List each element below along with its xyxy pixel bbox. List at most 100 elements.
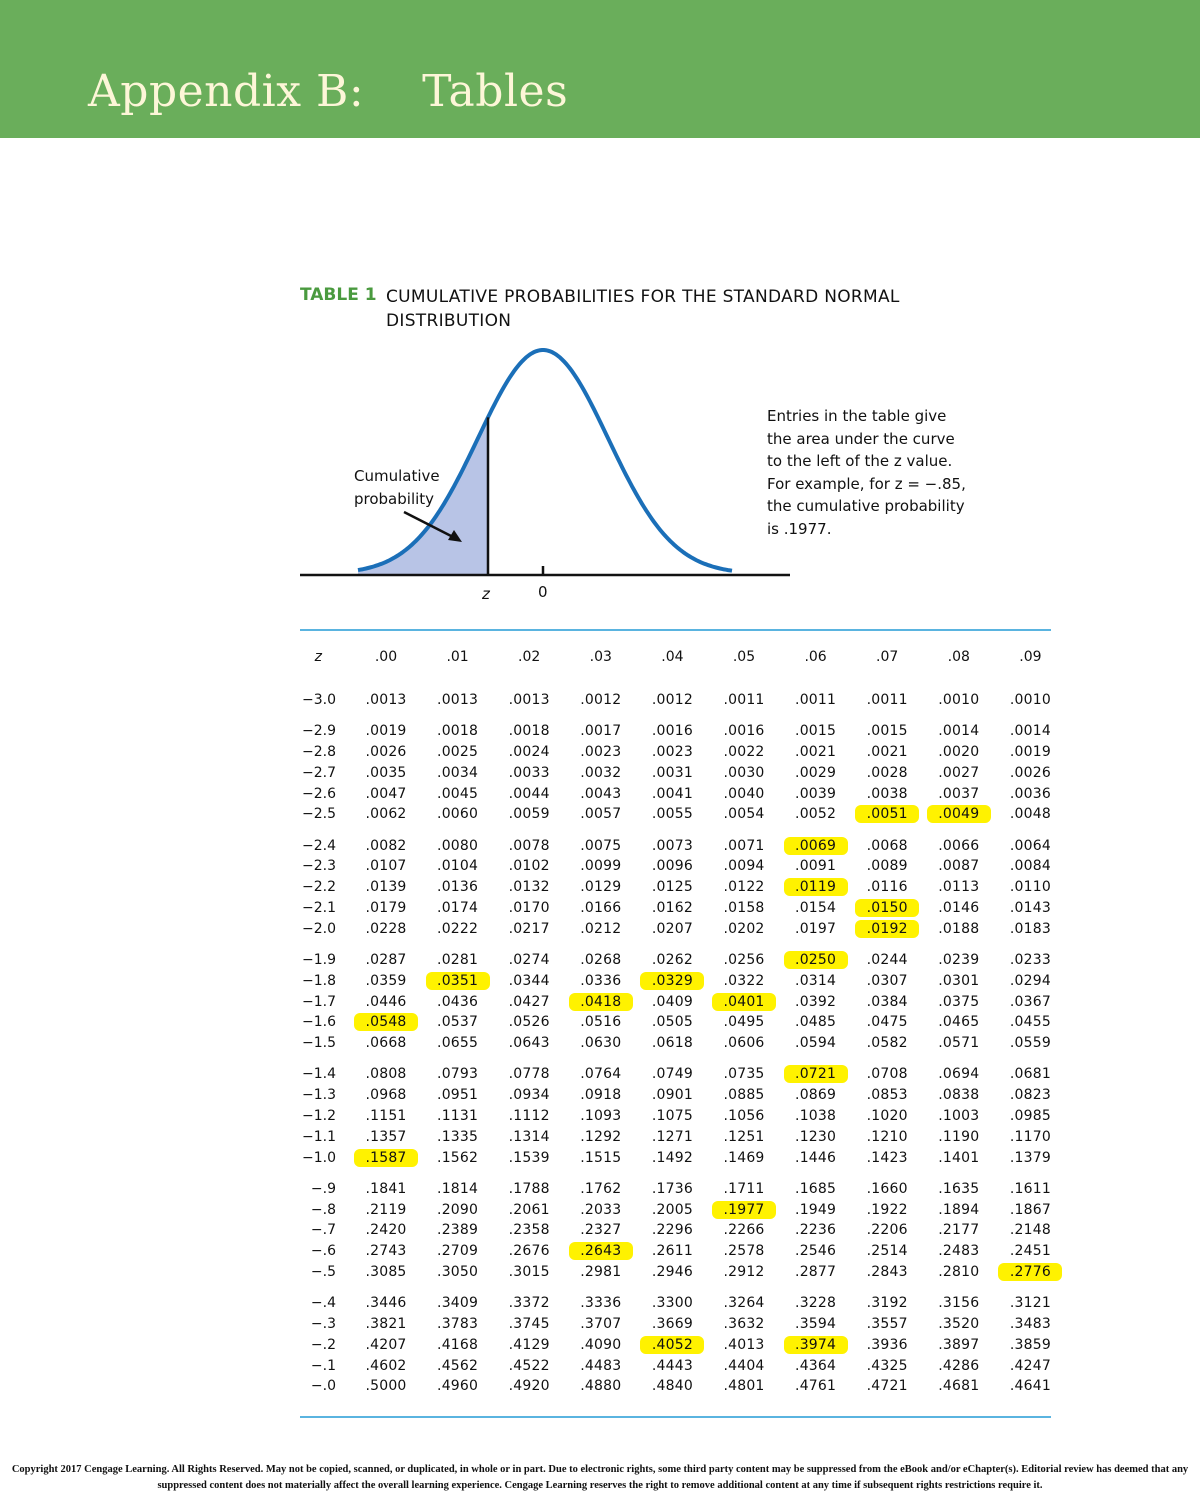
z-value: −2.7	[302, 764, 336, 781]
table-cell: .0016	[651, 723, 693, 740]
table-cell: .2578	[723, 1243, 765, 1260]
table-cell: .0029	[795, 764, 837, 781]
table-cell: .0021	[866, 744, 908, 760]
z-value: −2.2	[302, 879, 336, 896]
column-header: .01	[446, 649, 469, 665]
table-cell: .0047	[365, 785, 407, 802]
table-cell: .0764	[580, 1066, 622, 1083]
table-cell: .0708	[866, 1066, 908, 1083]
table-cell: .3156	[938, 1295, 980, 1312]
arrow-head-icon	[448, 530, 462, 542]
z-value: −1.7	[302, 993, 336, 1010]
table-cell: .0485	[795, 1014, 837, 1031]
table-cell: .0188	[938, 920, 980, 937]
table-cell: .0559	[1009, 1035, 1051, 1052]
z-value: −.9	[310, 1180, 336, 1197]
z-value: −.5	[310, 1264, 336, 1280]
table-cell: .0064	[1009, 837, 1051, 854]
table-cell: .0011	[723, 692, 765, 708]
table-cell: .0010	[938, 692, 980, 708]
table-cell: .0808	[365, 1066, 407, 1083]
table-cell: .0139	[365, 879, 407, 896]
table-cell: .1894	[938, 1201, 980, 1218]
table-cell: .0037	[938, 785, 980, 802]
table-cell: .2148	[1009, 1222, 1051, 1239]
table-cell: .0778	[508, 1066, 550, 1083]
table-cell: .0096	[651, 858, 693, 875]
table-cell: .0094	[723, 858, 765, 875]
table-cell: .2061	[508, 1201, 550, 1218]
table-cell: .0392	[795, 993, 837, 1010]
table-cell: .1423	[866, 1149, 908, 1166]
column-header: .05	[732, 649, 756, 665]
table-cell: .0018	[437, 723, 479, 740]
table-cell: .3121	[1009, 1295, 1051, 1312]
table-cell: .0013	[437, 692, 479, 708]
table-cell: .0016	[723, 723, 765, 740]
table-cell: .0080	[437, 837, 479, 854]
table-cell: .0044	[508, 785, 550, 802]
table-cell: .0055	[651, 806, 693, 823]
table-cell: .0011	[795, 692, 837, 708]
table-cell: .3372	[508, 1295, 550, 1312]
table-cell: .0630	[580, 1035, 622, 1052]
table-cell: .2119	[365, 1201, 407, 1218]
table-cell: .0158	[723, 900, 765, 916]
table-cell: .0078	[508, 837, 550, 854]
table-cell: .4681	[938, 1378, 980, 1395]
table-cell: .0146	[938, 900, 980, 916]
table-cell: .4207	[365, 1336, 407, 1353]
table-cell: .3897	[938, 1336, 980, 1353]
table-cell: .0136	[437, 879, 479, 896]
table-cell: .4168	[437, 1336, 479, 1353]
table-cell: .2611	[651, 1243, 693, 1260]
z-value: −.7	[310, 1222, 336, 1239]
table-cell: .0026	[365, 744, 407, 760]
table-cell: .0244	[866, 952, 908, 968]
table-cell: .0040	[723, 785, 765, 802]
table-cell: .4404	[723, 1357, 765, 1374]
highlighted-cell: .0548	[354, 1013, 418, 1032]
table-cell: .1271	[651, 1128, 693, 1145]
table-cell: .1762	[580, 1180, 622, 1197]
column-header: .06	[804, 649, 827, 665]
table-cell: .0057	[580, 806, 622, 823]
table-cell: .3085	[365, 1264, 407, 1280]
table-cell: .0668	[365, 1035, 407, 1052]
table-cell: .1230	[795, 1128, 837, 1145]
table-cell: .0030	[723, 764, 765, 781]
table-cell: .3300	[651, 1295, 693, 1312]
highlighted-cell: .4052	[640, 1335, 705, 1354]
table-cell: .0735	[723, 1066, 765, 1083]
z-value: −3.0	[302, 692, 336, 708]
table-cell: .0166	[580, 900, 622, 916]
table-cell: .1814	[437, 1180, 479, 1197]
table-cell: .0014	[938, 723, 980, 740]
table-cell: .0012	[580, 692, 622, 708]
table-cell: .0594	[795, 1035, 837, 1052]
table-cell: .2810	[938, 1264, 980, 1280]
table-cell: .4761	[795, 1378, 837, 1395]
highlighted-cell: .1587	[354, 1148, 418, 1167]
table-cell: .3264	[723, 1295, 765, 1312]
table-cell: .0294	[1009, 972, 1051, 989]
table-label: TABLE 1	[300, 285, 377, 305]
table-cell: .0091	[795, 858, 837, 875]
table-cell: .0918	[580, 1087, 622, 1104]
table-cell: .1562	[437, 1149, 479, 1166]
table-cell: .3745	[508, 1316, 550, 1332]
z-value: −2.3	[302, 858, 336, 875]
table-cell: .1736	[651, 1180, 693, 1197]
table-cell: .0024	[508, 744, 550, 760]
table-cell: .3446	[365, 1295, 407, 1312]
z-value: −.4	[310, 1295, 336, 1312]
table-cell: .0582	[866, 1035, 908, 1052]
z-value: −.6	[310, 1243, 336, 1260]
table-cell: .4880	[580, 1378, 622, 1395]
table-cell: .0023	[651, 744, 693, 760]
table-cell: .4801	[723, 1378, 765, 1395]
table-cell: .0436	[437, 993, 479, 1010]
table-cell: .3336	[580, 1295, 622, 1312]
table-cell: .0901	[651, 1087, 693, 1104]
table-cell: .0066	[938, 837, 980, 854]
